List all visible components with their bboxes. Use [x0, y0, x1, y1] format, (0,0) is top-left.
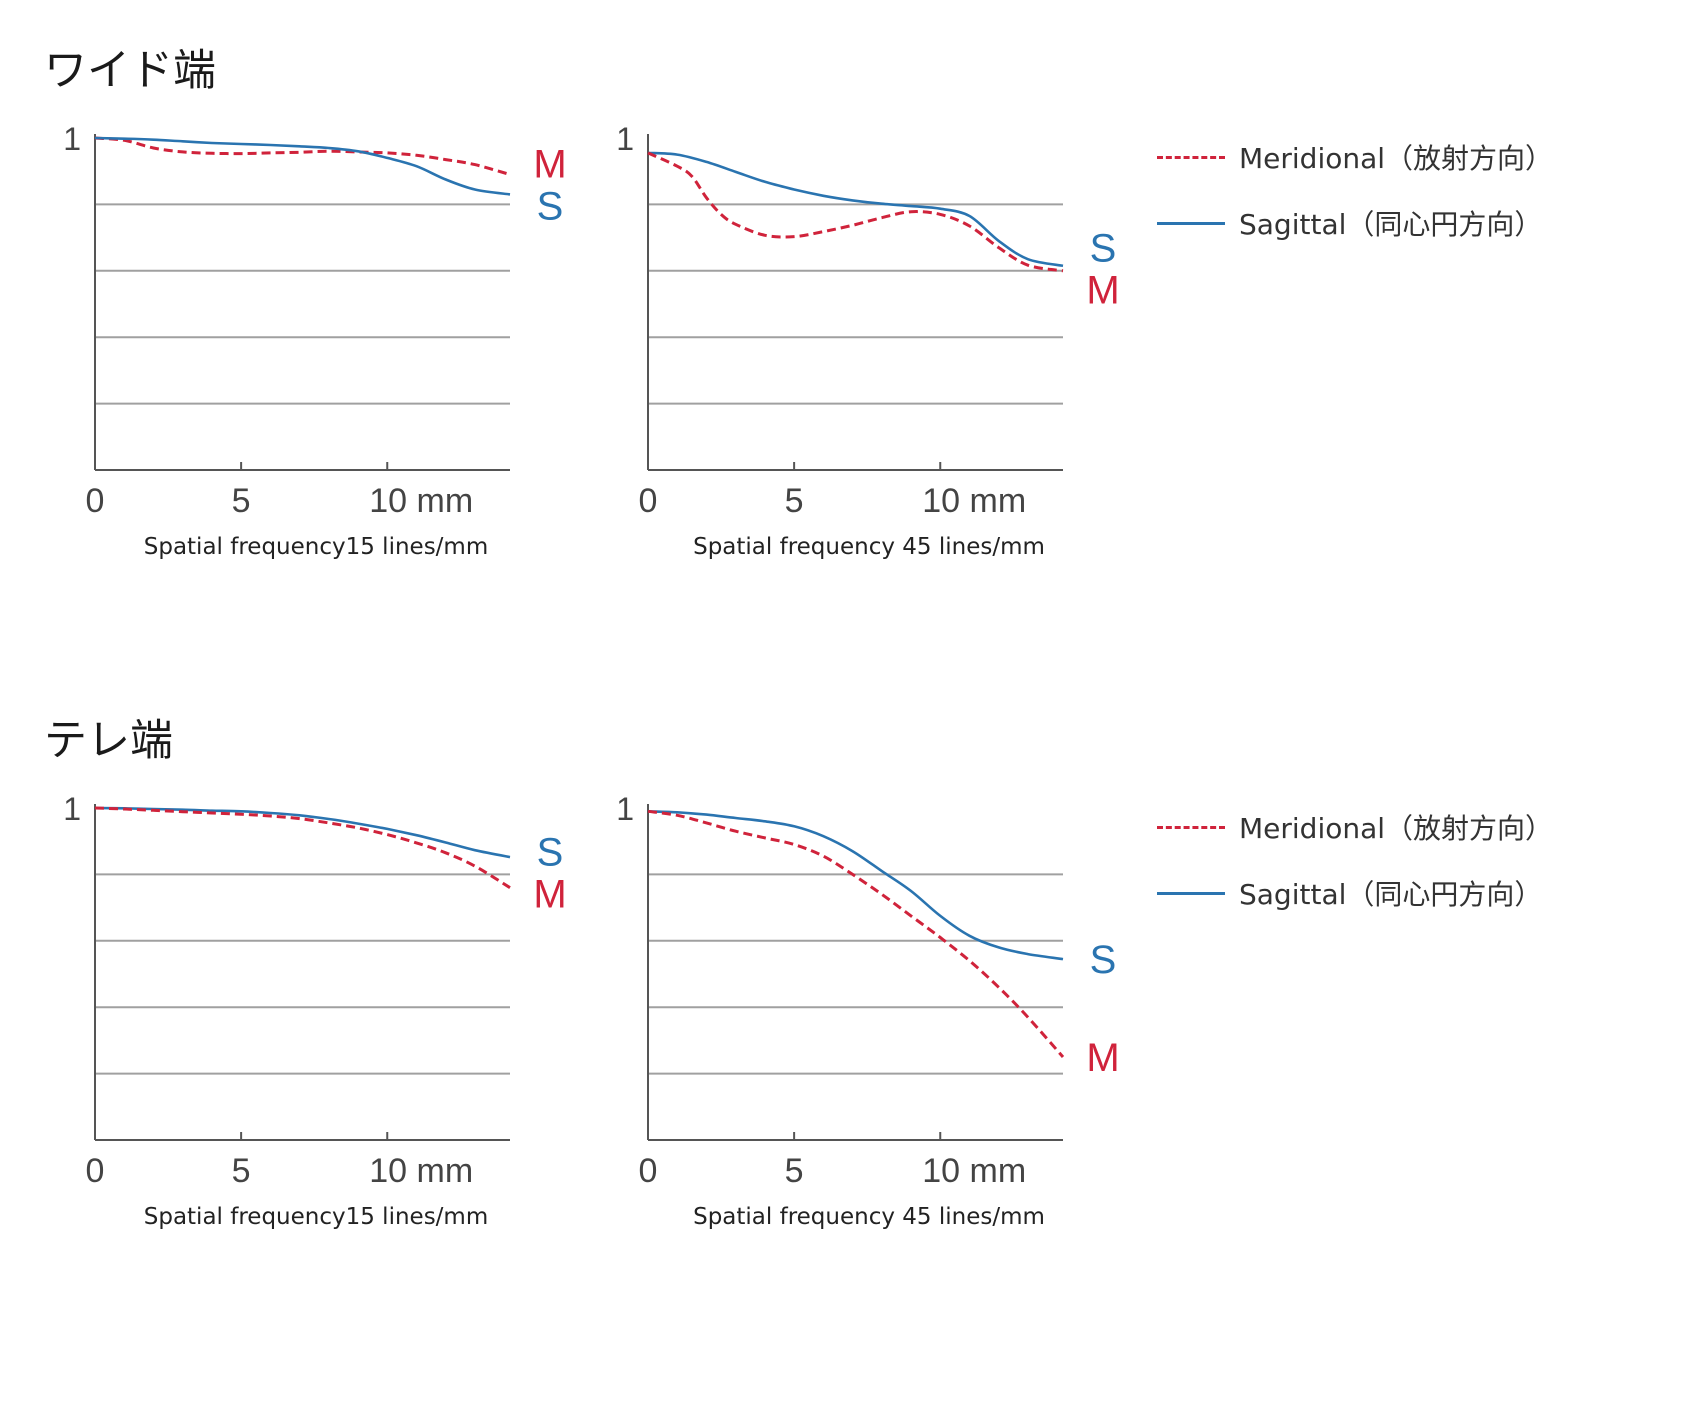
meridional-line: [94, 136, 511, 176]
x-tick-label: 5: [785, 482, 804, 520]
legend-label-meridional: Meridional（放射方向）: [1239, 812, 1554, 845]
x-tick-label: 0: [639, 482, 658, 520]
x-tick-label: 10 mm: [922, 1152, 1026, 1190]
chart-wide-45: 1 0 5 10 mm SM: [616, 121, 1119, 520]
x-tick-label: 10 mm: [922, 482, 1026, 520]
x-tick-label: 10 mm: [369, 1152, 473, 1190]
x-tick-label: 10 mm: [369, 482, 473, 520]
x-tick-label: 5: [785, 1152, 804, 1190]
x-tick-label: 0: [86, 1152, 105, 1190]
chart-tele-45: 1 0 5 10 mm S M: [616, 791, 1119, 1190]
series-label-s: S: [537, 830, 564, 874]
series-label-m: M: [533, 872, 566, 916]
y-tick-label: 1: [616, 121, 634, 157]
chart-caption: Spatial frequency15 lines/mm: [143, 1204, 489, 1230]
meridional-line: [94, 806, 511, 889]
y-tick-label: 1: [63, 121, 81, 157]
legend-label-sagittal: Sagittal（同心円方向）: [1239, 208, 1543, 241]
dashed-line-swatch: [1157, 155, 1225, 159]
sagittal-line: [647, 151, 1064, 268]
legend-item-meridional: Meridional（放射方向）: [1157, 794, 1553, 860]
chart-caption: Spatial frequency 45 lines/mm: [693, 1204, 1045, 1230]
series-label-s: S: [537, 184, 564, 228]
series-label-s: S: [1090, 938, 1117, 982]
meridional-line: [647, 809, 1065, 1058]
x-tick-label: 5: [232, 482, 251, 520]
legend-item-sagittal: Sagittal（同心円方向）: [1157, 860, 1553, 926]
legend-label-meridional: Meridional（放射方向）: [1239, 142, 1554, 175]
chart-caption: Spatial frequency 45 lines/mm: [693, 534, 1045, 560]
dashed-line-swatch: [1157, 825, 1225, 829]
y-tick-label: 1: [63, 791, 81, 827]
y-tick-label: 1: [616, 791, 634, 827]
series-label-s: S: [1090, 226, 1117, 270]
solid-line-swatch: [1157, 891, 1225, 895]
legend-label-sagittal: Sagittal（同心円方向）: [1239, 878, 1543, 911]
x-tick-label: 5: [232, 1152, 251, 1190]
sagittal-line: [94, 806, 511, 859]
solid-line-swatch: [1157, 221, 1225, 225]
series-label-m: M: [1086, 268, 1119, 312]
chart-caption: Spatial frequency15 lines/mm: [143, 534, 489, 560]
section-title-tele: テレ端: [44, 716, 173, 766]
chart-wide-15: 1 0 5 10 mm MS: [63, 121, 566, 520]
series-label-m: M: [533, 142, 566, 186]
legend-item-meridional: Meridional（放射方向）: [1157, 124, 1553, 190]
series-label-m: M: [1086, 1036, 1119, 1080]
x-tick-label: 0: [86, 482, 105, 520]
sagittal-line: [94, 136, 511, 196]
meridional-line: [647, 151, 1064, 273]
legend-item-sagittal: Sagittal（同心円方向）: [1157, 190, 1553, 256]
legend-wide: Meridional（放射方向） Sagittal（同心円方向）: [1157, 124, 1553, 256]
section-title-wide: ワイド端: [44, 46, 216, 96]
chart-tele-15: 1 0 5 10 mm SM: [63, 791, 566, 1190]
legend-tele: Meridional（放射方向） Sagittal（同心円方向）: [1157, 794, 1553, 926]
x-tick-label: 0: [639, 1152, 658, 1190]
sagittal-line: [647, 810, 1064, 961]
